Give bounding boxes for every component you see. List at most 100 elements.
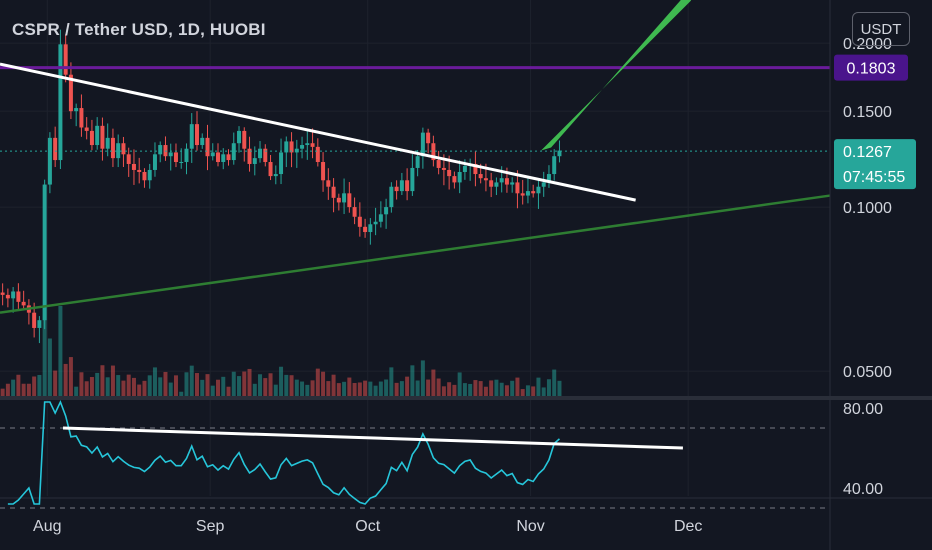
volume-bar <box>42 306 47 396</box>
candle-body <box>531 191 536 194</box>
candle-body <box>231 143 236 161</box>
candle-body <box>216 152 221 163</box>
candle-body <box>131 163 136 170</box>
volume-bar <box>189 365 194 396</box>
candle-body <box>79 108 84 128</box>
candle-body <box>173 152 178 163</box>
volume-bar <box>37 374 42 396</box>
volume-bar <box>179 391 184 396</box>
volume-bar <box>494 379 499 396</box>
volume-bar <box>410 365 415 396</box>
rsi-trend-line[interactable] <box>62 426 683 450</box>
volume-bar <box>347 377 352 396</box>
candle-body <box>289 141 294 153</box>
candle-body <box>142 171 147 181</box>
volume-bar <box>121 380 126 396</box>
volume-bar <box>399 381 404 396</box>
candle-body <box>483 178 488 181</box>
volume-bar <box>515 377 520 396</box>
volume-bar <box>289 375 294 396</box>
volume-bar <box>546 379 551 396</box>
bullish-arrow[interactable] <box>541 0 773 151</box>
candle-body <box>315 146 320 163</box>
candle-body <box>32 312 37 328</box>
candle-body <box>447 169 452 177</box>
candle-body <box>252 158 257 164</box>
candle-body <box>221 154 226 163</box>
candle-body <box>42 184 47 321</box>
volume-bar <box>163 371 168 396</box>
candle-body <box>273 174 278 177</box>
volume-bar <box>210 385 215 396</box>
candle-body <box>305 143 310 146</box>
volume-bar <box>499 382 504 396</box>
volume-bar <box>342 381 347 396</box>
volume-bar <box>21 383 26 396</box>
volume-bar <box>84 381 89 396</box>
candle-body <box>47 137 52 185</box>
volume-bar <box>305 384 310 396</box>
candle-body <box>11 291 16 299</box>
candle-body <box>284 141 289 153</box>
volume-bar <box>415 380 420 396</box>
volume-bar <box>373 385 378 396</box>
volume-bar <box>536 377 541 396</box>
rsi-line <box>7 399 560 505</box>
volume-bar <box>315 368 320 396</box>
candle-body <box>504 178 509 185</box>
candle-body <box>68 74 73 112</box>
candle-body <box>541 182 546 187</box>
candle-body <box>546 174 551 183</box>
candle-body <box>384 207 389 215</box>
candle-body <box>0 292 5 295</box>
descending-trend-line[interactable] <box>0 62 636 202</box>
volume-bar <box>326 381 331 396</box>
candle-body <box>342 193 347 203</box>
volume-bar <box>352 382 357 396</box>
candle-body <box>363 226 368 233</box>
price-tick-label: 0.0500 <box>843 364 892 381</box>
volume-bars <box>0 306 562 396</box>
candle-body <box>394 186 399 192</box>
time-axis[interactable]: Aug Sep Oct Nov Dec <box>33 518 702 535</box>
volume-bar <box>116 375 121 396</box>
volume-bar <box>247 368 252 396</box>
candle-body <box>58 44 63 161</box>
candle-body <box>499 178 504 183</box>
candle-body <box>378 214 383 222</box>
volume-bar <box>552 369 557 396</box>
candle-body <box>515 182 520 194</box>
rsi-tick-label: 80.00 <box>843 401 883 418</box>
rsi-pane <box>0 427 830 509</box>
candle-body <box>536 186 541 194</box>
volume-bar <box>478 381 483 396</box>
chart-title: CSPR / Tether USD, 1D, HUOBI <box>12 20 266 39</box>
candle-body <box>21 301 26 306</box>
volume-bar <box>258 374 263 396</box>
candle-body <box>242 130 247 149</box>
candle-countdown: 07:45:55 <box>843 169 905 186</box>
rsi-axis[interactable]: 80.00 40.00 <box>843 401 883 498</box>
candle-body <box>158 145 163 155</box>
candle-body <box>147 169 152 181</box>
candle-body <box>436 160 441 168</box>
candle-body <box>489 180 494 187</box>
candle-body <box>405 180 410 192</box>
volume-bar <box>194 373 199 396</box>
candle-body <box>410 167 415 192</box>
volume-bar <box>105 377 110 396</box>
support-trend-line[interactable] <box>0 194 831 314</box>
last-price-value: 0.1267 <box>843 144 892 161</box>
volume-bar <box>68 357 73 396</box>
candle-body <box>336 197 341 203</box>
candle-body <box>426 132 431 144</box>
currency-button[interactable]: USDT <box>852 12 910 46</box>
volume-bar <box>242 371 247 396</box>
candle-body <box>431 143 436 161</box>
volume-bar <box>200 379 205 396</box>
volume-bar <box>426 379 431 396</box>
candle-body <box>473 163 478 175</box>
candle-body <box>494 182 499 187</box>
